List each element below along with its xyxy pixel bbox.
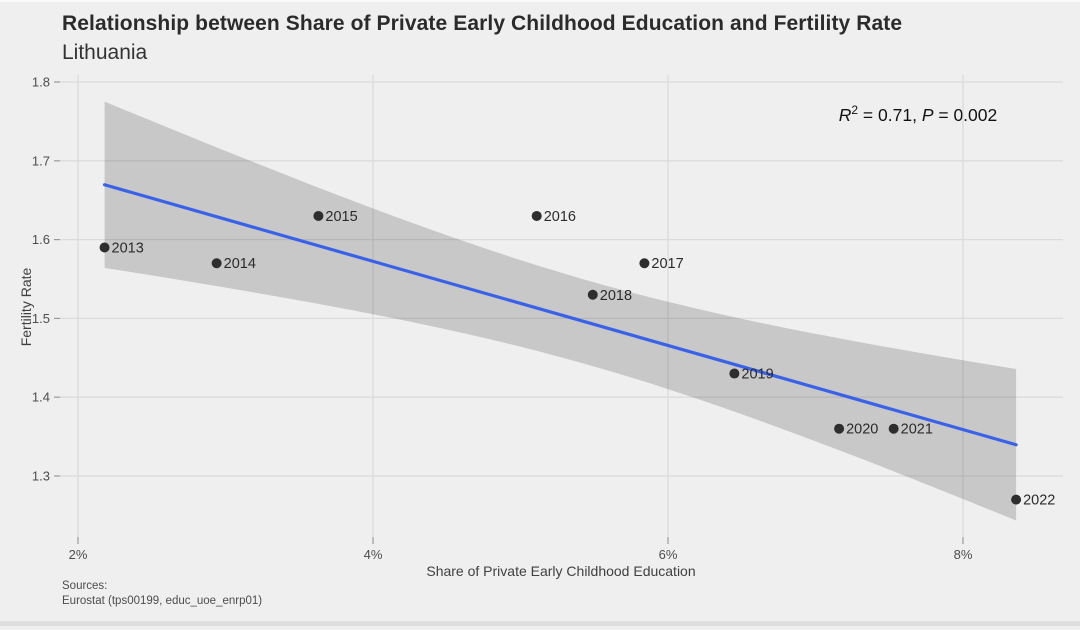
x-tick-label: 2%	[69, 547, 88, 562]
x-tick-label: 8%	[954, 547, 973, 562]
p-equals: =	[933, 104, 954, 125]
sources-label: Sources:	[62, 580, 108, 592]
data-point-2015	[313, 210, 324, 221]
confidence-band	[104, 101, 1017, 521]
x-axis-title: Share of Private Early Childhood Educati…	[426, 563, 696, 579]
p-symbol: P	[921, 104, 934, 125]
data-point-label-2013: 2013	[112, 240, 144, 256]
data-point-label-2014: 2014	[224, 256, 256, 272]
chart-subtitle: Lithuania	[62, 41, 148, 64]
y-tick-label: 1.4	[32, 390, 50, 405]
data-point-label-2019: 2019	[741, 367, 773, 383]
y-tick-label: 1.3	[32, 469, 50, 484]
data-point-2021	[888, 423, 899, 434]
comma-separator: ,	[912, 104, 922, 125]
data-point-label-2018: 2018	[600, 288, 632, 304]
data-point-2020	[834, 423, 845, 434]
data-point-label-2022: 2022	[1023, 493, 1055, 509]
x-tick-label: 4%	[364, 547, 383, 562]
r-equals: =	[858, 104, 879, 125]
r-symbol: R	[838, 104, 852, 125]
data-point-2016	[531, 210, 542, 221]
r-squared-annotation: R2 = 0.71, P = 0.002	[818, 103, 1018, 126]
p-value: 0.002	[953, 104, 998, 125]
y-tick-label: 1.5	[32, 311, 50, 326]
y-tick-label: 1.7	[32, 153, 50, 168]
trend-line	[102, 183, 1018, 447]
gridlines: 1.8 1.7 1.6 1.5 1.4 1.3 2% 4% 6% 8%	[32, 75, 1063, 562]
y-tick-label: 1.8	[32, 75, 50, 90]
data-point-2019	[729, 368, 740, 379]
data-point-2022	[1011, 494, 1022, 505]
sources-caption: Sources: Eurostat (tps00199, educ_uoe_en…	[62, 579, 262, 609]
data-point-label-2020: 2020	[846, 422, 878, 438]
data-point-label-2017: 2017	[651, 256, 683, 272]
data-point-label-2016: 2016	[544, 209, 576, 225]
data-point-2013	[99, 242, 110, 253]
top-edge-highlight	[0, 0, 1080, 2]
chart-title: Relationship between Share of Private Ea…	[62, 12, 903, 35]
data-point-2014	[211, 258, 222, 269]
x-tick-label: 6%	[659, 547, 678, 562]
r2-value: 0.71	[878, 104, 913, 125]
data-point-2017	[639, 258, 650, 269]
data-points: 2013 2014 2015 2016 2017 2018 2019 2020 2021 2022	[99, 209, 1055, 509]
data-point-label-2015: 2015	[325, 209, 357, 225]
y-axis-title: Fertility Rate	[18, 267, 34, 347]
sources-detail: Eurostat (tps00199, educ_uoe_enrp01)	[62, 595, 263, 607]
data-point-label-2021: 2021	[901, 422, 933, 438]
y-tick-label: 1.6	[32, 232, 50, 247]
bottom-edge-border	[0, 621, 1080, 626]
data-point-2018	[587, 289, 598, 300]
r-exponent: 2	[851, 103, 859, 117]
